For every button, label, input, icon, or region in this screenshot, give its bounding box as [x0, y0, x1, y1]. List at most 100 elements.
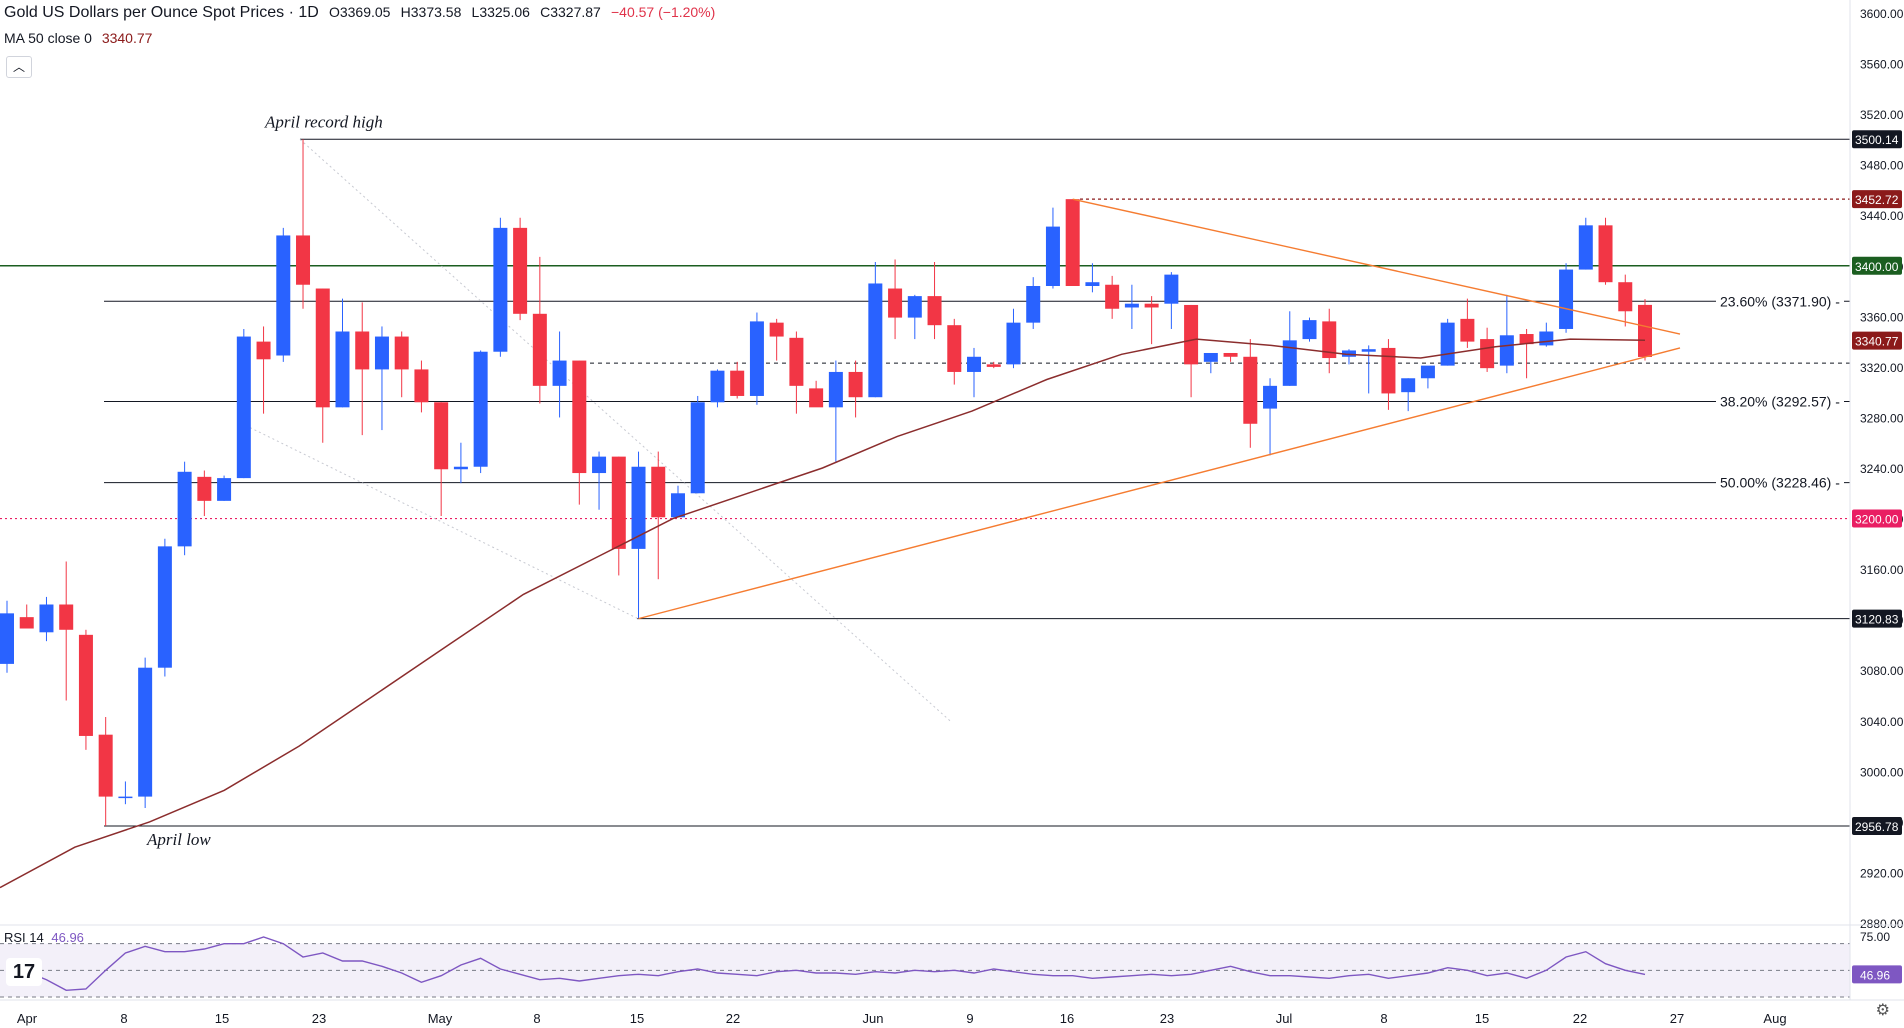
- y-tick-label: 3480.00: [1860, 159, 1904, 173]
- collapse-legend-button[interactable]: ︿: [6, 56, 32, 78]
- candle: [1361, 345, 1376, 394]
- candle-body: [710, 370, 725, 403]
- ohlc-high: H3373.58: [400, 4, 462, 20]
- candle-body: [532, 313, 547, 386]
- candle: [986, 361, 1001, 369]
- tradingview-logo-icon[interactable]: 17: [6, 958, 42, 986]
- price-tag-label: 3340.77: [1855, 335, 1899, 349]
- x-tick-label: 15: [1475, 1011, 1489, 1026]
- candle: [651, 451, 666, 580]
- candle-body: [690, 402, 705, 494]
- candle-body: [374, 336, 389, 370]
- candle-body: [1144, 303, 1159, 308]
- price-tag: [1852, 331, 1902, 350]
- chart-header: Gold US Dollars per Ounce Spot Prices · …: [4, 4, 715, 22]
- candle-body: [552, 360, 567, 386]
- y-tick-label: 3560.00: [1860, 58, 1904, 72]
- candle-body: [493, 227, 508, 352]
- candle: [1638, 299, 1652, 361]
- candle-body: [473, 351, 488, 467]
- rsi-legend[interactable]: RSI 14 46.96: [4, 930, 84, 945]
- candle-body: [927, 296, 942, 326]
- candle-body: [453, 466, 468, 470]
- ma-indicator-legend[interactable]: MA 50 close 0 3340.77: [4, 30, 152, 46]
- candle-body: [1460, 318, 1475, 342]
- candle-body: [1065, 199, 1080, 286]
- candle: [1420, 365, 1435, 389]
- candle: [197, 470, 212, 517]
- candle: [394, 331, 409, 398]
- candle: [374, 326, 389, 431]
- candle: [1460, 298, 1475, 348]
- annotation-record-high: April record high: [264, 112, 383, 131]
- price-tag: [1852, 816, 1902, 835]
- candle-body: [1578, 225, 1593, 270]
- price-tag: [1852, 609, 1902, 628]
- chart-title: Gold US Dollars per Ounce Spot Prices · …: [4, 4, 319, 21]
- x-tick-label: May: [428, 1011, 453, 1026]
- candle: [1263, 378, 1278, 456]
- candle-body: [118, 796, 133, 799]
- candle: [1223, 352, 1238, 362]
- ma50-line: [0, 338, 1646, 889]
- candle-body: [1638, 304, 1652, 357]
- candle-body: [1282, 340, 1297, 386]
- x-tick-label: 22: [1573, 1011, 1587, 1026]
- candle: [809, 380, 824, 408]
- candle-body: [296, 235, 311, 285]
- candle: [276, 227, 291, 362]
- candle: [1440, 318, 1455, 366]
- candle: [1203, 352, 1218, 374]
- candle: [552, 331, 567, 418]
- candle-body: [907, 296, 922, 318]
- rsi-value: 46.96: [51, 930, 84, 945]
- candle: [1519, 328, 1534, 379]
- candle-body: [592, 456, 607, 474]
- candle-body: [177, 471, 192, 547]
- ohlc-low: L3325.06: [471, 4, 530, 20]
- x-tick-label: Jun: [863, 1011, 884, 1026]
- y-tick-label: 2920.00: [1860, 866, 1904, 880]
- candle: [1539, 322, 1554, 347]
- candle: [1401, 378, 1416, 412]
- candle-body: [1539, 331, 1554, 346]
- candle-body: [789, 337, 804, 386]
- candle-body: [98, 734, 113, 797]
- candle-body: [78, 634, 93, 736]
- candle: [355, 302, 370, 436]
- candle: [138, 657, 153, 808]
- candle: [769, 318, 784, 361]
- y-tick-label: 2880.00: [1860, 917, 1904, 931]
- candle-body: [1381, 347, 1396, 394]
- candle-body: [434, 402, 449, 470]
- price-tag: [1852, 130, 1902, 149]
- candle: [532, 256, 547, 404]
- candle-body: [1006, 322, 1021, 365]
- candle: [1164, 272, 1179, 329]
- x-tick-label: Apr: [17, 1011, 38, 1026]
- candle-body: [1618, 282, 1633, 312]
- candle-body: [256, 341, 271, 360]
- candle: [907, 294, 922, 340]
- candle-body: [513, 227, 528, 314]
- gear-icon[interactable]: ⚙: [1875, 1002, 1890, 1019]
- rsi-value-tag: [1852, 965, 1902, 984]
- candle-body: [986, 364, 1001, 367]
- channel-line-upper: [299, 139, 951, 722]
- x-tick-label: 8: [1380, 1011, 1387, 1026]
- candle: [1559, 263, 1574, 333]
- rsi-value-tag-label: 46.96: [1860, 968, 1890, 982]
- candle: [19, 604, 34, 629]
- lower-trendline: [638, 347, 1681, 620]
- candle: [453, 442, 468, 484]
- candle-body: [730, 370, 745, 396]
- ohlc-change: −40.57 (−1.20%): [611, 4, 716, 20]
- candle-body: [414, 369, 429, 403]
- candle: [1381, 339, 1396, 410]
- candle: [690, 395, 705, 494]
- candle-body: [1499, 335, 1514, 366]
- candle: [1144, 296, 1159, 345]
- ohlc-close: C3327.87: [540, 4, 601, 20]
- candle: [0, 600, 14, 673]
